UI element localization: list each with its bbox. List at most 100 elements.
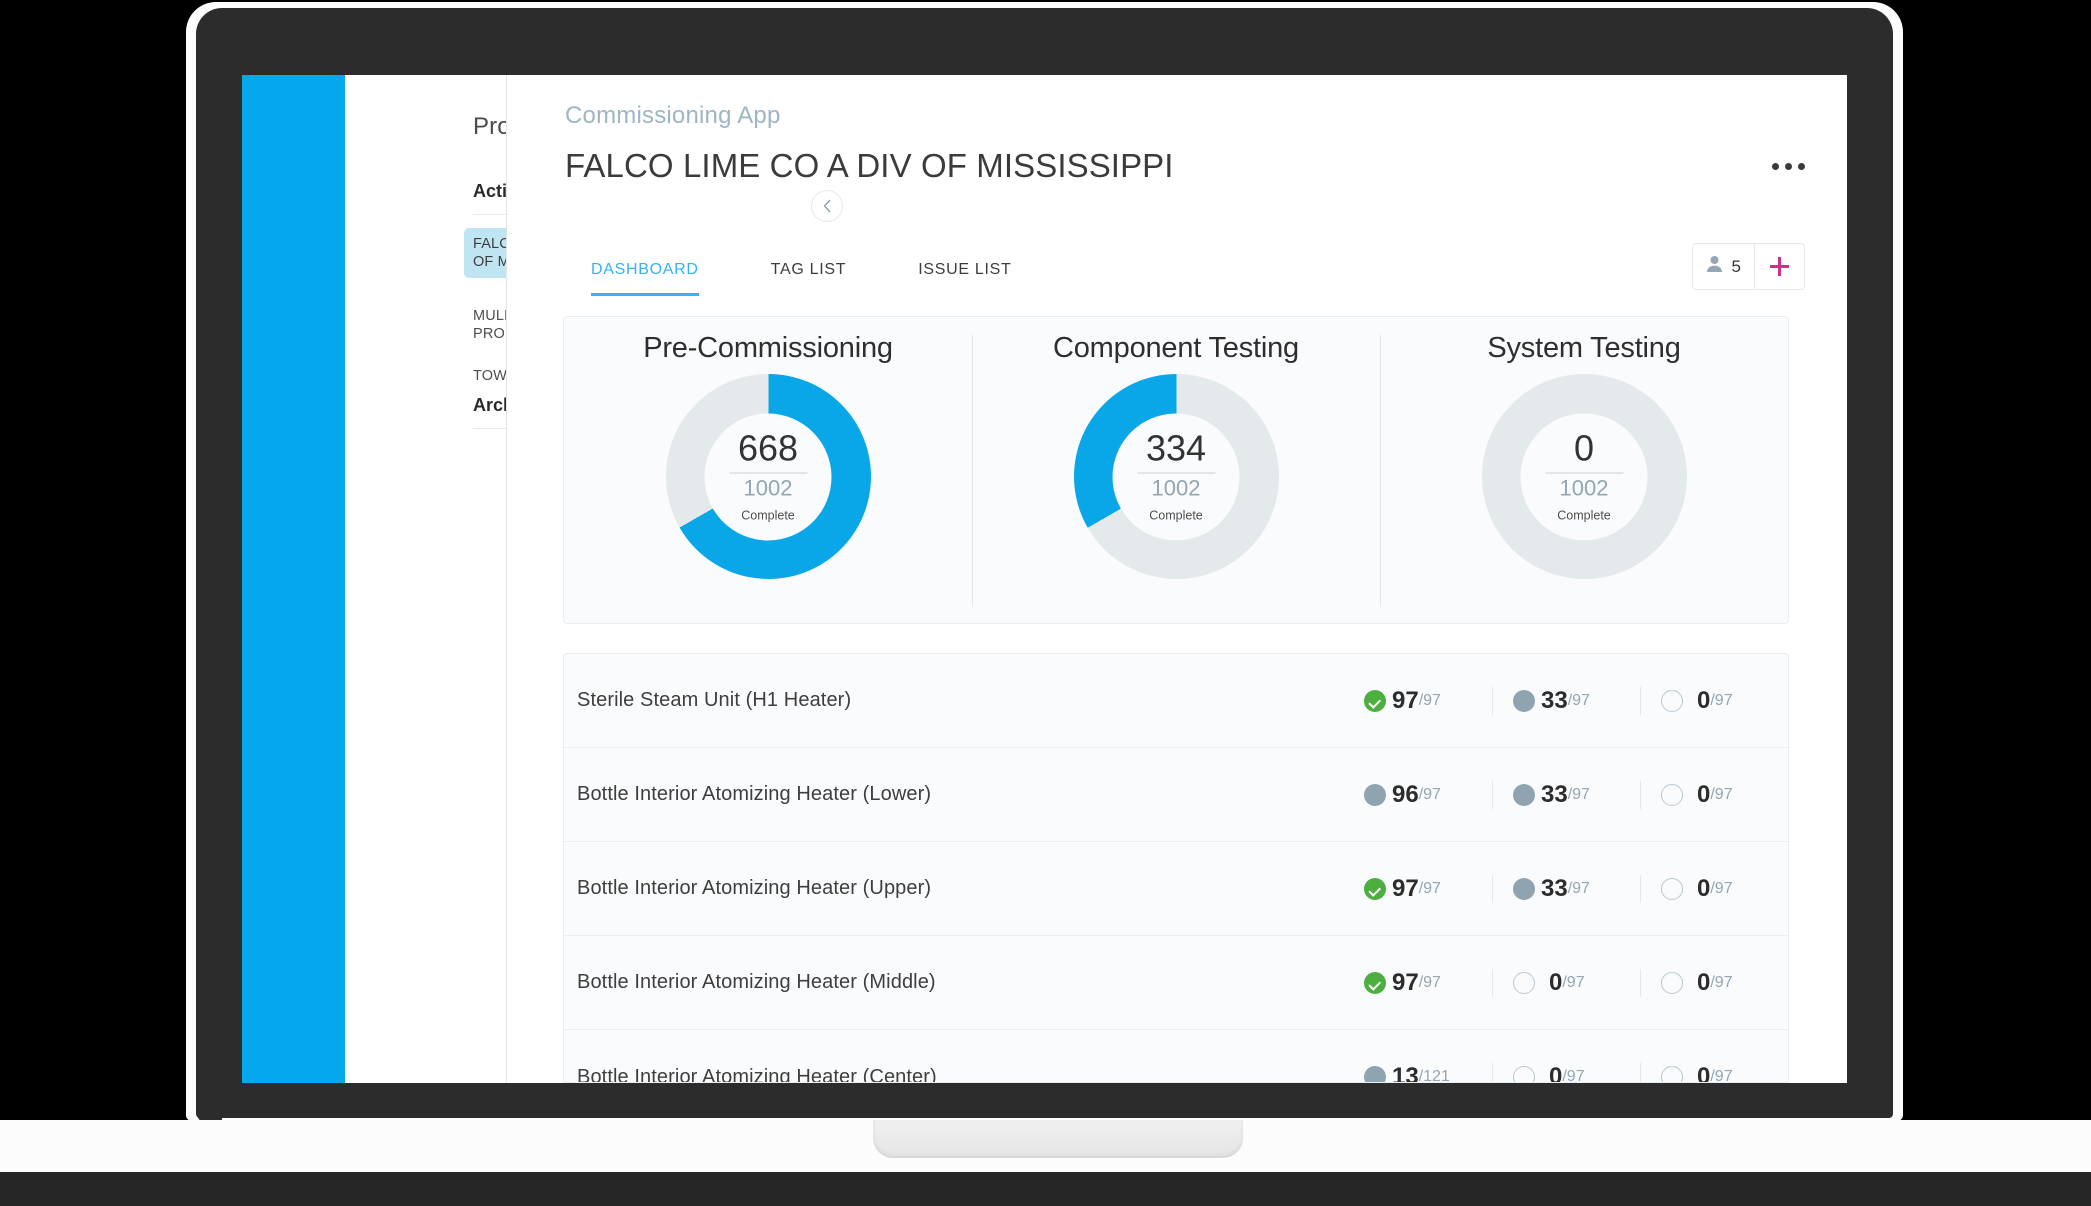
donut-center: 0 1002 Complete	[1520, 413, 1648, 540]
table-row[interactable]: Sterile Steam Unit (H1 Heater) 97/97 33/97…	[564, 654, 1788, 748]
screen: Projects Active FALCO LIME CO A DIV OF M…	[242, 75, 1847, 1083]
equipment-name: Bottle Interior Atomizing Heater (Middle…	[577, 971, 936, 993]
table-row[interactable]: Bottle Interior Atomizing Heater (Center…	[564, 1030, 1788, 1083]
member-count: 5	[1731, 256, 1741, 276]
stat-value: 97	[1392, 686, 1419, 714]
add-member-button[interactable]	[1754, 244, 1804, 289]
empty-circle-icon	[1661, 971, 1683, 994]
kebab-dot	[1785, 163, 1792, 170]
empty-circle-icon	[1513, 971, 1535, 994]
tab-tag-list[interactable]: TAG LIST	[770, 261, 847, 278]
tab-issue-list[interactable]: ISSUE LIST	[918, 261, 1012, 278]
donut-total: 1002	[1151, 475, 1201, 501]
stat-value: 33	[1541, 874, 1568, 902]
member-count-button[interactable]: 5	[1693, 244, 1754, 289]
person-icon	[1706, 255, 1723, 278]
sidebar-divider	[506, 75, 507, 1083]
donut-total: 1002	[1559, 475, 1609, 501]
stat-total: /97	[1418, 691, 1441, 709]
stat-pre-commissioning: 97/97	[1344, 969, 1492, 997]
stat-total: /97	[1567, 785, 1590, 803]
table-row[interactable]: Bottle Interior Atomizing Heater (Upper)…	[564, 842, 1788, 936]
donut-label: Complete	[741, 508, 795, 523]
stat-value: 0	[1697, 686, 1711, 714]
partial-circle-icon	[1513, 689, 1535, 712]
equipment-list-card: Sterile Steam Unit (H1 Heater) 97/97 33/97…	[563, 653, 1789, 1083]
stat-total: /97	[1418, 973, 1441, 991]
stat-total: /121	[1418, 1068, 1450, 1083]
equipment-name: Sterile Steam Unit (H1 Heater)	[577, 689, 852, 711]
check-circle-icon	[1364, 689, 1386, 712]
stat-component-testing: 33/97	[1492, 780, 1640, 809]
partial-circle-icon	[1513, 783, 1535, 806]
stat-total: /97	[1710, 879, 1733, 897]
stat-value: 13	[1392, 1063, 1419, 1083]
kebab-dot	[1772, 163, 1779, 170]
stat-total: /97	[1418, 785, 1441, 803]
stat-total: /97	[1418, 879, 1441, 897]
equipment-name: Bottle Interior Atomizing Heater (Upper)	[577, 877, 932, 899]
row-status-group: 96/97 33/97 0/97	[1344, 780, 1788, 809]
stat-system-testing: 0/97	[1640, 686, 1788, 715]
stat-total: /97	[1562, 1068, 1585, 1083]
donut-label: Complete	[1557, 508, 1611, 523]
donut-label: Complete	[1149, 508, 1203, 523]
stat-system-testing: 0/97	[1640, 874, 1788, 903]
plus-icon	[1770, 257, 1789, 276]
empty-circle-icon	[1661, 689, 1683, 712]
row-status-group: 97/97 33/97 0/97	[1344, 686, 1788, 715]
donut-value: 0	[1573, 427, 1595, 469]
stat-total: /97	[1562, 973, 1585, 991]
row-status-group: 13/121 0/97 0/97	[1344, 1063, 1788, 1083]
stat-total: /97	[1567, 879, 1590, 897]
equipment-name: Bottle Interior Atomizing Heater (Lower)	[577, 783, 932, 805]
brand-rail	[242, 75, 345, 1083]
partial-circle-icon	[1513, 877, 1535, 900]
tab-dashboard[interactable]: DASHBOARD	[591, 261, 699, 296]
donut-title: System Testing	[1487, 332, 1681, 364]
stat-value: 0	[1697, 1063, 1711, 1083]
donut-divider	[729, 472, 807, 474]
check-circle-icon	[1364, 877, 1386, 900]
stat-value: 0	[1697, 874, 1711, 902]
stat-value: 0	[1697, 968, 1711, 996]
donut-title: Pre-Commissioning	[643, 332, 893, 364]
stat-total: /97	[1567, 691, 1590, 709]
row-status-group: 97/97 0/97 0/97	[1344, 968, 1788, 997]
stat-system-testing: 0/97	[1640, 968, 1788, 997]
donut-value: 668	[737, 427, 799, 469]
projects-sidebar: Projects Active FALCO LIME CO A DIV OF M…	[345, 75, 650, 1083]
donut-component-testing: Component Testing 334 1002 Complete	[972, 317, 1380, 623]
donut-divider	[1545, 472, 1623, 474]
tab-bar: DASHBOARD TAG LIST ISSUE LIST	[565, 261, 1083, 296]
partial-circle-icon	[1364, 1066, 1386, 1082]
stat-value: 97	[1392, 874, 1419, 902]
stat-total: /97	[1710, 973, 1733, 991]
table-row[interactable]: Bottle Interior Atomizing Heater (Lower)…	[564, 748, 1788, 842]
stat-system-testing: 0/97	[1640, 780, 1788, 809]
stat-component-testing: 0/97	[1492, 968, 1640, 997]
stat-value: 0	[1549, 1063, 1563, 1083]
stat-total: /97	[1710, 1068, 1733, 1083]
sidebar-collapse-button[interactable]	[811, 190, 843, 222]
breadcrumb[interactable]: Commissioning App	[565, 102, 781, 129]
table-row[interactable]: Bottle Interior Atomizing Heater (Middle…	[564, 936, 1788, 1030]
stat-value: 0	[1697, 780, 1711, 808]
donut-pre-commissioning: Pre-Commissioning 668 1002 Complete	[564, 317, 972, 623]
donut-chart: 668 1002 Complete	[665, 374, 871, 579]
donut-total: 1002	[743, 475, 793, 501]
empty-circle-icon	[1661, 783, 1683, 806]
stat-value: 97	[1392, 968, 1419, 996]
stat-pre-commissioning: 97/97	[1344, 875, 1492, 903]
donut-divider	[1137, 472, 1215, 474]
chevron-left-icon	[823, 199, 832, 213]
kebab-menu-icon[interactable]	[1772, 163, 1805, 170]
main-content: Commissioning App FALCO LIME CO A DIV OF…	[507, 75, 1847, 1083]
donut-chart: 334 1002 Complete	[1073, 374, 1279, 579]
empty-circle-icon	[1513, 1066, 1535, 1082]
empty-circle-icon	[1661, 1066, 1683, 1082]
donut-title: Component Testing	[1053, 332, 1299, 364]
check-circle-icon	[1364, 971, 1386, 994]
stat-component-testing: 33/97	[1492, 686, 1640, 715]
donut-chart: 0 1002 Complete	[1481, 374, 1687, 579]
